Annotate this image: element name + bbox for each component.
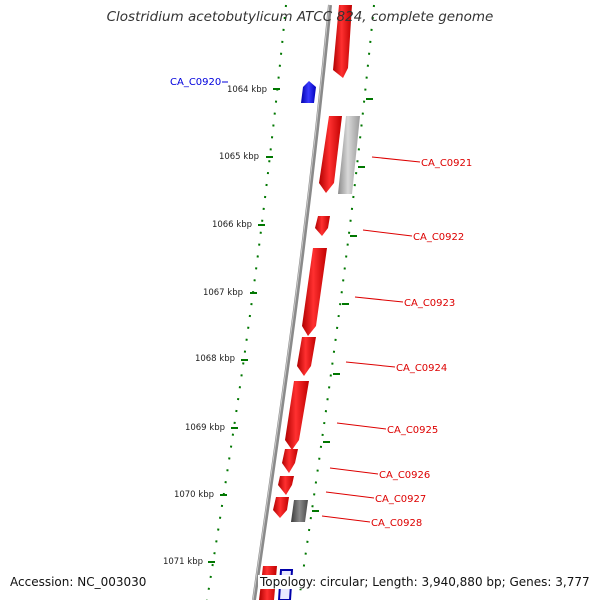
gene-label-ca-c0928[interactable]: CA_C0928 — [371, 518, 422, 529]
gene-block-ca-c0924[interactable] — [297, 337, 316, 376]
accession-label: Accession: NC_003030 — [8, 575, 149, 589]
gene-label-ca-c0923[interactable]: CA_C0923 — [404, 298, 455, 309]
gene-label-ca-c0920[interactable]: CA_C0920 — [170, 77, 221, 88]
kbp-label: 1067 kbp — [203, 288, 243, 298]
gene-features — [259, 5, 360, 600]
gene-block-ca-c0928[interactable] — [273, 497, 289, 518]
genome-backbone — [252, 4, 332, 600]
gene-block-ca-c0922[interactable] — [315, 216, 330, 236]
map-title: Clostridium acetobutylicum ATCC 824, com… — [106, 9, 494, 25]
kbp-label: 1069 kbp — [185, 423, 225, 433]
gene-label-ca-c0925[interactable]: CA_C0925 — [387, 425, 438, 436]
kbp-labels: 1064 kbp 1065 kbp 1066 kbp 1067 kbp 1068… — [163, 85, 267, 567]
gene-block-ca-c0926[interactable] — [282, 449, 298, 473]
gene-block-ca-c0921[interactable] — [319, 116, 342, 193]
gene-leaders — [222, 81, 421, 523]
gene-label-ca-c0921[interactable]: CA_C0921 — [421, 158, 472, 169]
gene-labels: CA_C0920 CA_C0921 CA_C0922 CA_C0923 CA_C… — [170, 77, 472, 529]
kbp-label: 1070 kbp — [174, 490, 214, 500]
kbp-label: 1066 kbp — [212, 220, 252, 230]
kbp-label: 1065 kbp — [219, 152, 259, 162]
outer-major-ticks — [312, 98, 373, 512]
kbp-label: 1071 kbp — [163, 557, 203, 567]
gene-label-ca-c0927[interactable]: CA_C0927 — [375, 494, 426, 505]
kbp-label: 1068 kbp — [195, 354, 235, 364]
gene-block-ca-c0927[interactable] — [278, 476, 294, 495]
inner-tick-track — [206, 4, 287, 600]
gene-block[interactable] — [333, 5, 352, 78]
kbp-label: 1064 kbp — [227, 85, 267, 95]
gene-block-gray[interactable] — [338, 116, 360, 194]
gene-block-ca-c0925[interactable] — [285, 381, 309, 450]
gene-block-ca-c0920[interactable] — [301, 81, 316, 103]
genome-info-label: Topology: circular; Length: 3,940,880 bp… — [258, 575, 592, 589]
gene-block-dark-gray[interactable] — [291, 500, 308, 522]
genome-backbone-highlight — [252, 4, 330, 600]
gene-label-ca-c0922[interactable]: CA_C0922 — [413, 232, 464, 243]
gene-label-ca-c0924[interactable]: CA_C0924 — [396, 363, 447, 374]
gene-label-ca-c0926[interactable]: CA_C0926 — [379, 470, 430, 481]
inner-major-ticks — [208, 88, 280, 563]
gene-block-ca-c0923[interactable] — [302, 248, 327, 336]
